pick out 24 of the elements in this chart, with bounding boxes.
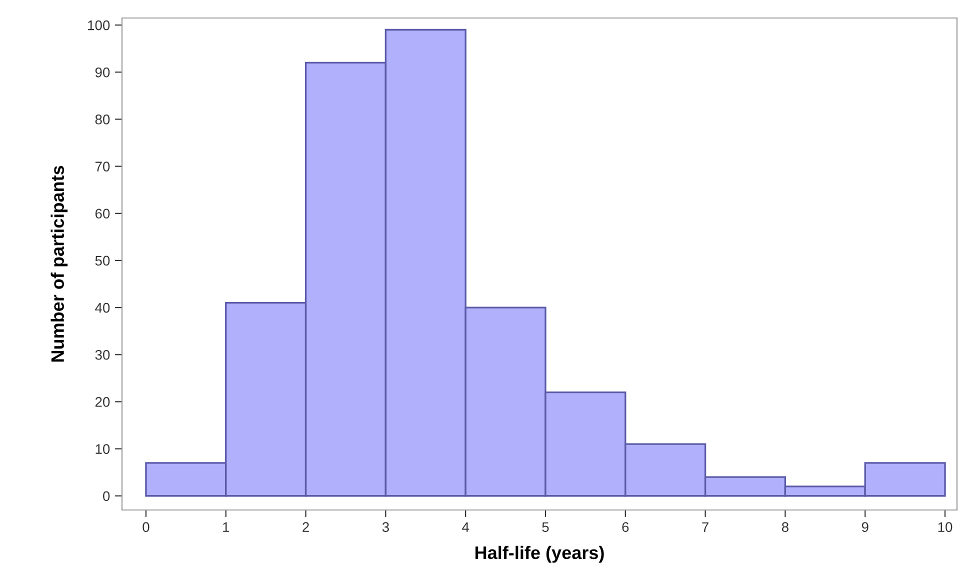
x-tick-label: 3 <box>382 522 389 532</box>
y-tick-label: 30 <box>95 350 110 360</box>
y-tick-label: 40 <box>95 302 110 313</box>
x-tick-label: 0 <box>142 522 150 532</box>
y-tick-label: 60 <box>95 208 110 219</box>
x-tick-label: 2 <box>302 522 309 532</box>
y-tick-label: 50 <box>95 256 110 266</box>
y-tick-label: 90 <box>95 67 110 78</box>
x-tick-label: 1 <box>223 522 230 532</box>
x-tick-label: 7 <box>702 522 708 532</box>
y-tick-label: 20 <box>95 397 110 407</box>
x-tick-label: 8 <box>782 522 788 532</box>
x-tick-label: 6 <box>622 522 629 532</box>
y-tick-label: 100 <box>88 20 110 30</box>
x-axis-title: Half-life (years) <box>475 546 604 563</box>
y-tick-label: 80 <box>95 114 110 124</box>
y-tick-label: 10 <box>96 444 110 454</box>
x-tick-label: 9 <box>862 522 868 532</box>
y-tick-label: 0 <box>103 491 110 502</box>
x-tick-label: 10 <box>938 522 952 532</box>
y-tick-label: 70 <box>95 162 110 172</box>
x-tick-label: 5 <box>542 522 549 532</box>
y-axis-title: Number of participants <box>50 166 68 362</box>
x-tick-label: 4 <box>462 522 470 532</box>
